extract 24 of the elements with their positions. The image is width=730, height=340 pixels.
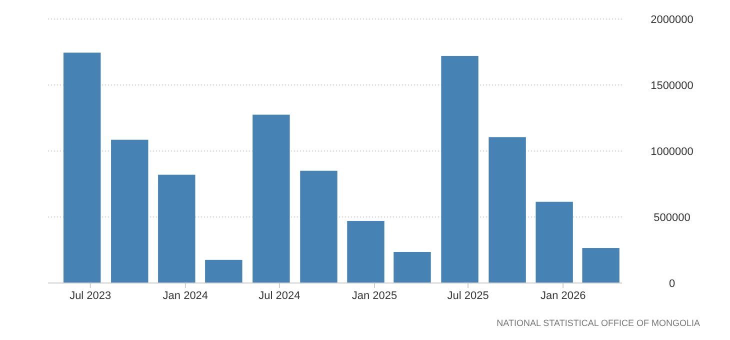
x-tick-label: Jan 2026 [540,290,586,302]
bar [205,260,242,283]
y-tick-label: 1500000 [650,80,694,92]
bar [582,248,620,283]
bar [111,140,148,283]
y-tick-label: 500000 [654,212,690,224]
bar [536,202,573,283]
bar [252,114,290,283]
y-tick-label: 0 [668,278,676,290]
text: NATIONAL STATISTICAL OFFICE OF MONGOLIA [496,318,700,328]
x-tick-label: Jul 2023 [70,290,112,302]
bar [158,174,196,283]
bar [300,170,338,283]
x-tick-label: Jul 2024 [258,290,300,302]
x-tick-label: Jan 2025 [352,290,398,302]
y-tick-label: 2000000 [650,14,694,26]
x-tick-label: Jan 2024 [162,290,208,302]
bar [488,137,526,283]
y-tick-label: 1000000 [650,146,694,158]
bar [441,56,478,283]
x-tick-label: Jul 2025 [447,290,489,302]
bar [347,220,384,283]
bar [64,52,101,283]
bar [394,252,431,283]
